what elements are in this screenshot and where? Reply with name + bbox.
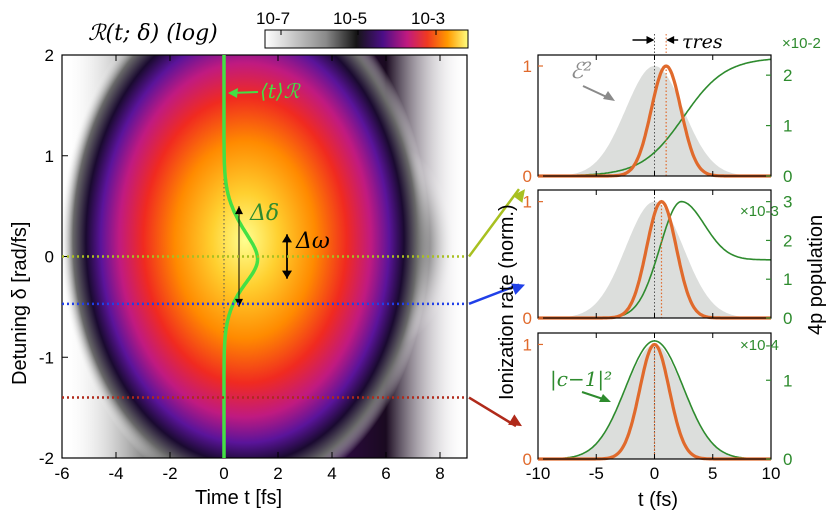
heatmap-axes: -6 -4 -2 0 2 4 6 8 2 1 0 -1 -2	[39, 46, 445, 483]
x-tick-label: 2	[273, 464, 282, 483]
left-tick-label: 0	[523, 309, 532, 328]
tau-res-arrowhead	[666, 36, 675, 44]
field-label-arrowhead	[603, 91, 615, 101]
heatmap-xlabel: Time t [fs]	[195, 487, 282, 509]
y-tick-label: 2	[45, 46, 54, 65]
left-tick-label: 0	[523, 167, 532, 186]
right-tick-label: 0	[783, 450, 792, 469]
x-tick-label: 4	[327, 464, 336, 483]
x-tick-label: -6	[54, 464, 69, 483]
heatmap-overlays	[62, 55, 525, 458]
right-tick-label: 1	[783, 371, 792, 390]
colorbar-tick-label: 10-7	[256, 9, 290, 28]
omega-width-arrowhead	[282, 234, 292, 243]
left-ylabel: Ionization rate (norm.)	[496, 204, 518, 400]
x-tick-label: 0	[650, 464, 659, 483]
line-panel: 0 1 0 1 2 3	[523, 189, 792, 328]
right-tick-label: 1	[783, 270, 792, 289]
cut-arrow	[467, 188, 521, 258]
colorbar-tick-label: 10-3	[411, 9, 445, 28]
colorbar-ticks	[280, 30, 437, 35]
mean-time-label: ⟨t⟩ℛ	[260, 79, 302, 103]
colorbar-tick-label: 10-5	[333, 9, 367, 28]
y-tick-label: -1	[39, 348, 54, 367]
y-tick-label: 0	[45, 248, 54, 267]
panel-multiplier: ×10-2	[782, 35, 821, 52]
right-ylabel: 4p population	[805, 215, 827, 335]
left-tick-label: 1	[523, 57, 532, 76]
tau-res-label: τres	[682, 31, 723, 53]
x-tick-label: -5	[589, 464, 604, 483]
x-tick-label: 8	[435, 464, 444, 483]
heatmap-image	[62, 55, 467, 458]
x-tick-label: -10	[526, 464, 551, 483]
field-envelope-area	[538, 66, 771, 176]
x-tick-label: 6	[381, 464, 390, 483]
panel-multiplier: ×10-3	[740, 203, 779, 220]
x-tick-label: 10	[762, 464, 781, 483]
left-tick-label: 1	[523, 193, 532, 212]
x-tick-label: 0	[219, 464, 228, 483]
right-tick-label: 2	[783, 231, 792, 250]
right-tick-label: 1	[783, 117, 792, 136]
y-tick-label: -2	[39, 449, 54, 468]
x-tick-label: 5	[708, 464, 717, 483]
right-tick-label: 0	[783, 167, 792, 186]
cut-arrow	[468, 396, 517, 428]
cut-arrowhead	[508, 414, 522, 427]
heatmap-ylabel: Detuning δ [rad/fs]	[9, 222, 31, 385]
amplitude-label-arrowhead	[599, 394, 611, 402]
mean-time-arrowhead	[228, 88, 238, 98]
colorbar	[264, 29, 469, 49]
y-tick-label: 1	[45, 147, 54, 166]
field-envelope-area	[538, 201, 771, 318]
amplitude-squared-label: |c−1|²	[550, 367, 612, 392]
line-panel: 0 1 0 1 2	[523, 54, 792, 186]
x-tick-label: -4	[108, 464, 123, 483]
x-tick-label: -2	[162, 464, 177, 483]
cut-arrow	[468, 283, 520, 306]
omega-width-label: Δω	[295, 229, 330, 254]
cut-arrowhead	[511, 283, 525, 295]
right-tick-label: 3	[783, 193, 792, 212]
delta-width-label: Δδ	[249, 201, 279, 226]
tau-res-arrowhead	[646, 36, 655, 44]
field-squared-label: ℰ²	[570, 59, 592, 84]
left-tick-label: 0	[523, 450, 532, 469]
right-tick-label: 2	[783, 66, 792, 85]
panel-multiplier: ×10-4	[740, 337, 779, 354]
right-tick-label: 0	[783, 309, 792, 328]
omega-width-arrowhead	[282, 270, 292, 279]
heatmap-title: ℛ(t; δ) (log)	[88, 21, 218, 46]
right-xlabel: t (fs)	[638, 489, 678, 511]
left-tick-label: 1	[523, 335, 532, 354]
cut-arrowhead	[512, 189, 525, 203]
population-curve	[538, 340, 771, 460]
delta-width-arrowhead	[235, 206, 243, 215]
